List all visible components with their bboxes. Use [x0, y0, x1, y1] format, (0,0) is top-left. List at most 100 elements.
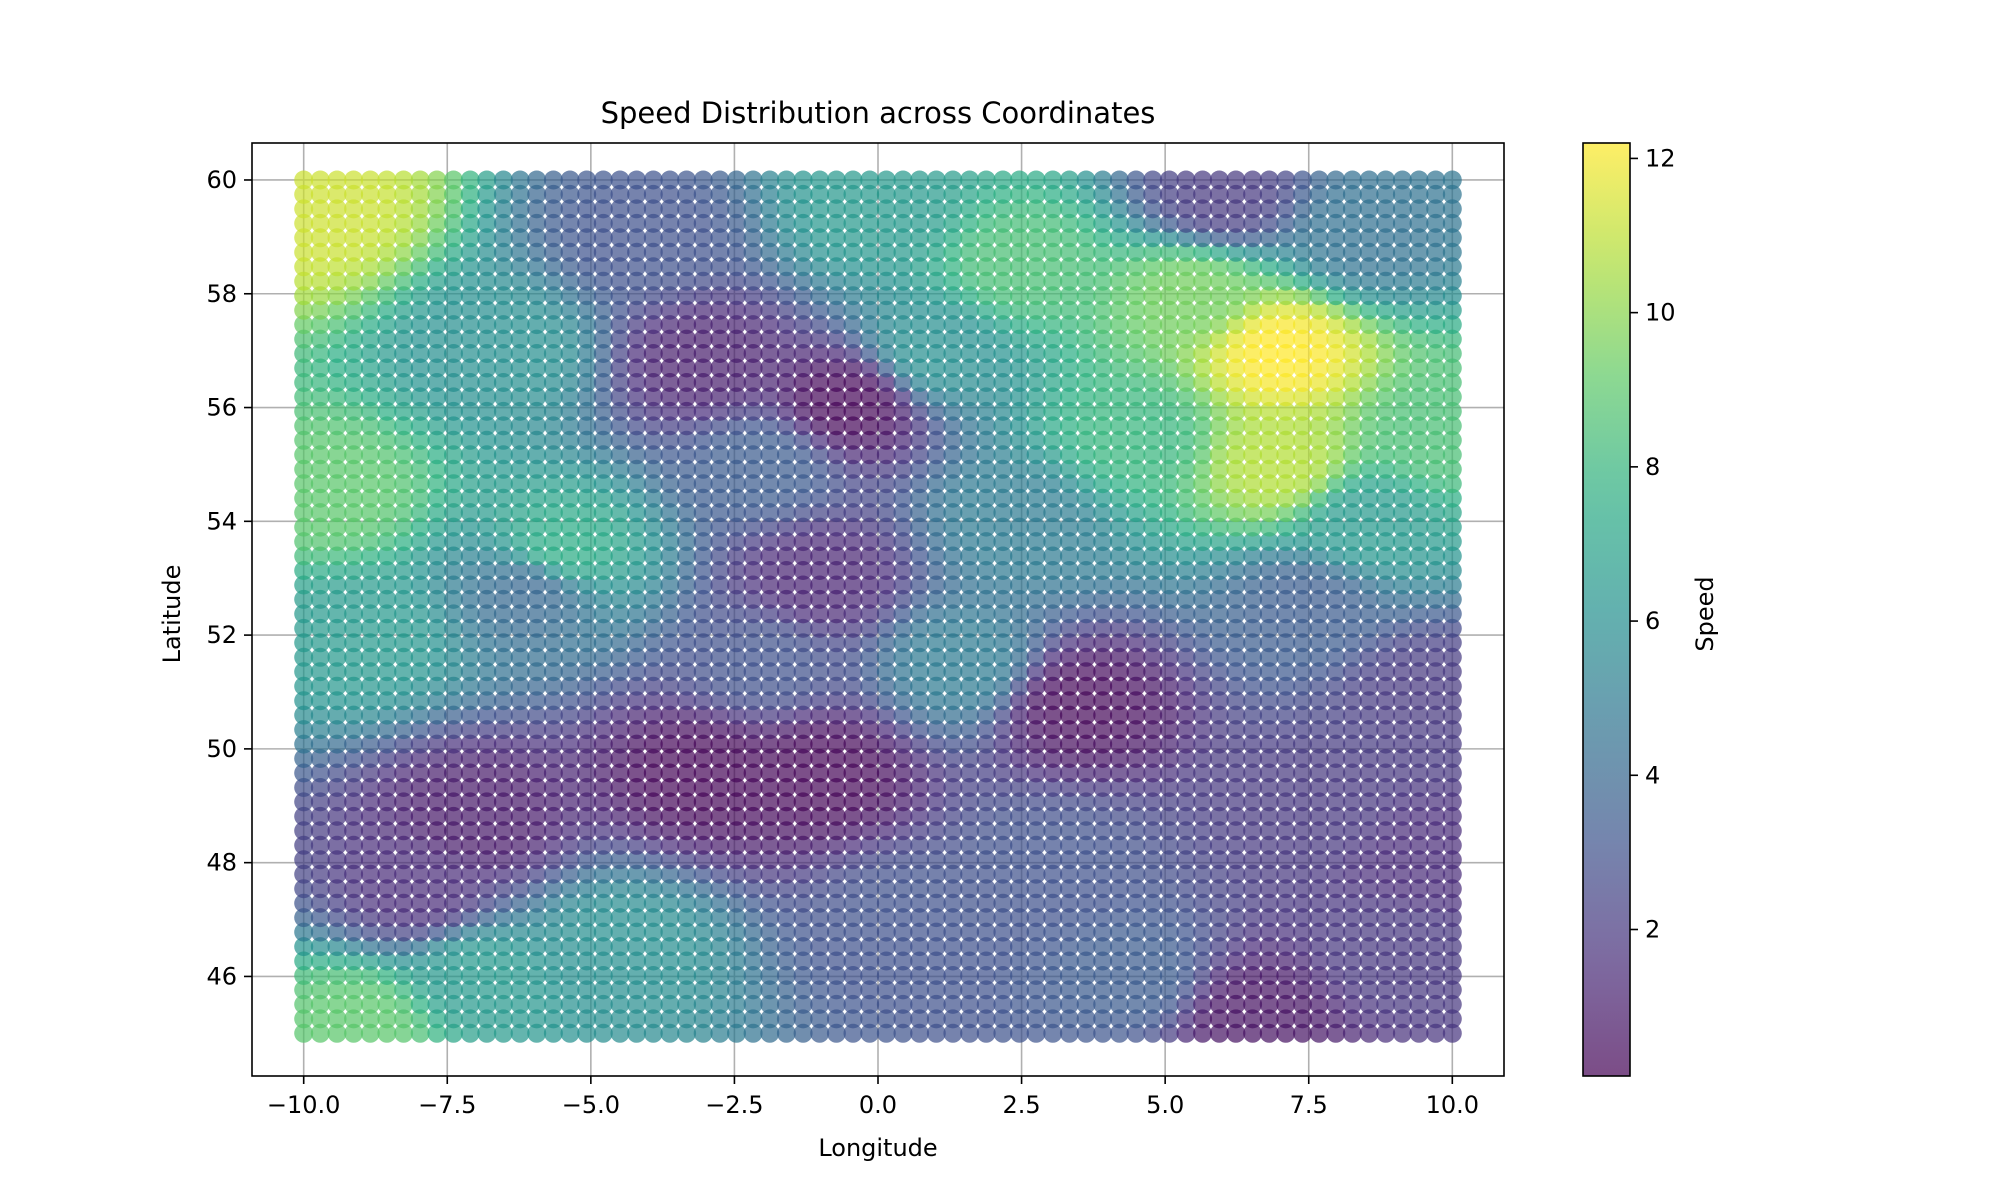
- data-point: [1293, 184, 1312, 204]
- data-point: [560, 575, 580, 595]
- data-point: [1426, 286, 1446, 306]
- data-point: [560, 474, 580, 494]
- data-point: [993, 633, 1013, 653]
- data-point: [760, 300, 780, 320]
- data-point: [577, 300, 597, 320]
- data-point: [1226, 242, 1246, 262]
- data-point: [360, 604, 380, 624]
- data-point: [1043, 821, 1063, 841]
- data-point: [543, 749, 563, 768]
- data-point: [826, 893, 846, 913]
- data-point: [1159, 488, 1179, 508]
- data-point: [793, 344, 813, 363]
- data-point: [1259, 864, 1279, 884]
- data-point: [1293, 199, 1312, 219]
- data-point: [527, 286, 547, 306]
- data-point: [1209, 344, 1229, 363]
- data-point: [1043, 430, 1063, 450]
- data-point: [1193, 734, 1213, 754]
- data-point: [1309, 459, 1329, 479]
- data-point: [294, 908, 314, 928]
- data-point: [660, 517, 680, 537]
- data-point: [1243, 532, 1263, 552]
- data-point: [860, 778, 880, 797]
- data-point: [1026, 806, 1046, 826]
- data-point: [960, 561, 980, 580]
- data-point: [1059, 647, 1079, 667]
- data-point: [910, 994, 930, 1014]
- data-point: [477, 430, 497, 450]
- data-point: [693, 474, 713, 494]
- data-point: [1442, 329, 1462, 349]
- data-point: [660, 778, 680, 797]
- data-point: [477, 893, 497, 913]
- data-point: [577, 430, 597, 450]
- data-point: [477, 344, 497, 363]
- data-point: [477, 315, 497, 335]
- data-point: [993, 864, 1013, 884]
- data-point: [1442, 459, 1462, 479]
- data-point: [760, 778, 780, 797]
- data-point: [377, 170, 397, 190]
- data-point: [1392, 271, 1412, 291]
- data-point: [1276, 835, 1296, 855]
- data-point: [1392, 242, 1412, 262]
- data-point: [810, 662, 830, 682]
- data-point: [860, 662, 880, 682]
- data-point: [910, 532, 930, 552]
- data-point: [460, 184, 480, 204]
- data-point: [610, 980, 630, 1000]
- data-point: [843, 676, 863, 696]
- data-point: [1209, 618, 1229, 638]
- data-point: [460, 373, 480, 392]
- data-point: [510, 488, 530, 508]
- data-point: [460, 705, 480, 725]
- data-point: [1059, 199, 1079, 219]
- data-point: [643, 228, 663, 248]
- data-point: [727, 344, 746, 363]
- data-point: [776, 705, 796, 725]
- data-point: [826, 821, 846, 841]
- data-point: [1342, 893, 1362, 913]
- data-point: [1426, 170, 1446, 190]
- data-point: [643, 850, 663, 870]
- data-point: [1293, 315, 1312, 335]
- data-point: [510, 532, 530, 552]
- data-point: [577, 850, 597, 870]
- data-point: [1026, 242, 1046, 262]
- data-point: [710, 329, 730, 349]
- data-point: [776, 575, 796, 595]
- data-point: [460, 517, 480, 537]
- data-point: [460, 329, 480, 349]
- data-point: [810, 430, 830, 450]
- data-point: [1026, 286, 1046, 306]
- data-point: [1326, 835, 1346, 855]
- data-point: [477, 358, 497, 378]
- data-point: [1043, 647, 1063, 667]
- data-point: [1409, 517, 1429, 537]
- data-point: [444, 850, 463, 870]
- data-point: [377, 387, 397, 407]
- data-point: [1026, 387, 1046, 407]
- data-point: [727, 908, 746, 928]
- data-point: [727, 792, 746, 812]
- data-point: [444, 604, 463, 624]
- data-point: [1026, 373, 1046, 392]
- data-point: [826, 561, 846, 580]
- data-point: [493, 271, 513, 291]
- data-point: [1209, 749, 1229, 768]
- data-point: [943, 344, 963, 363]
- data-point: [527, 575, 547, 595]
- data-point: [294, 633, 314, 653]
- data-point: [776, 850, 796, 870]
- data-point: [1409, 503, 1429, 523]
- data-point: [710, 604, 730, 624]
- data-point: [1159, 720, 1179, 740]
- data-point: [493, 401, 513, 421]
- data-point: [460, 532, 480, 552]
- data-point: [1376, 850, 1396, 870]
- data-point: [926, 373, 946, 392]
- data-point: [1243, 893, 1263, 913]
- data-point: [1076, 1009, 1096, 1029]
- data-point: [1392, 387, 1412, 407]
